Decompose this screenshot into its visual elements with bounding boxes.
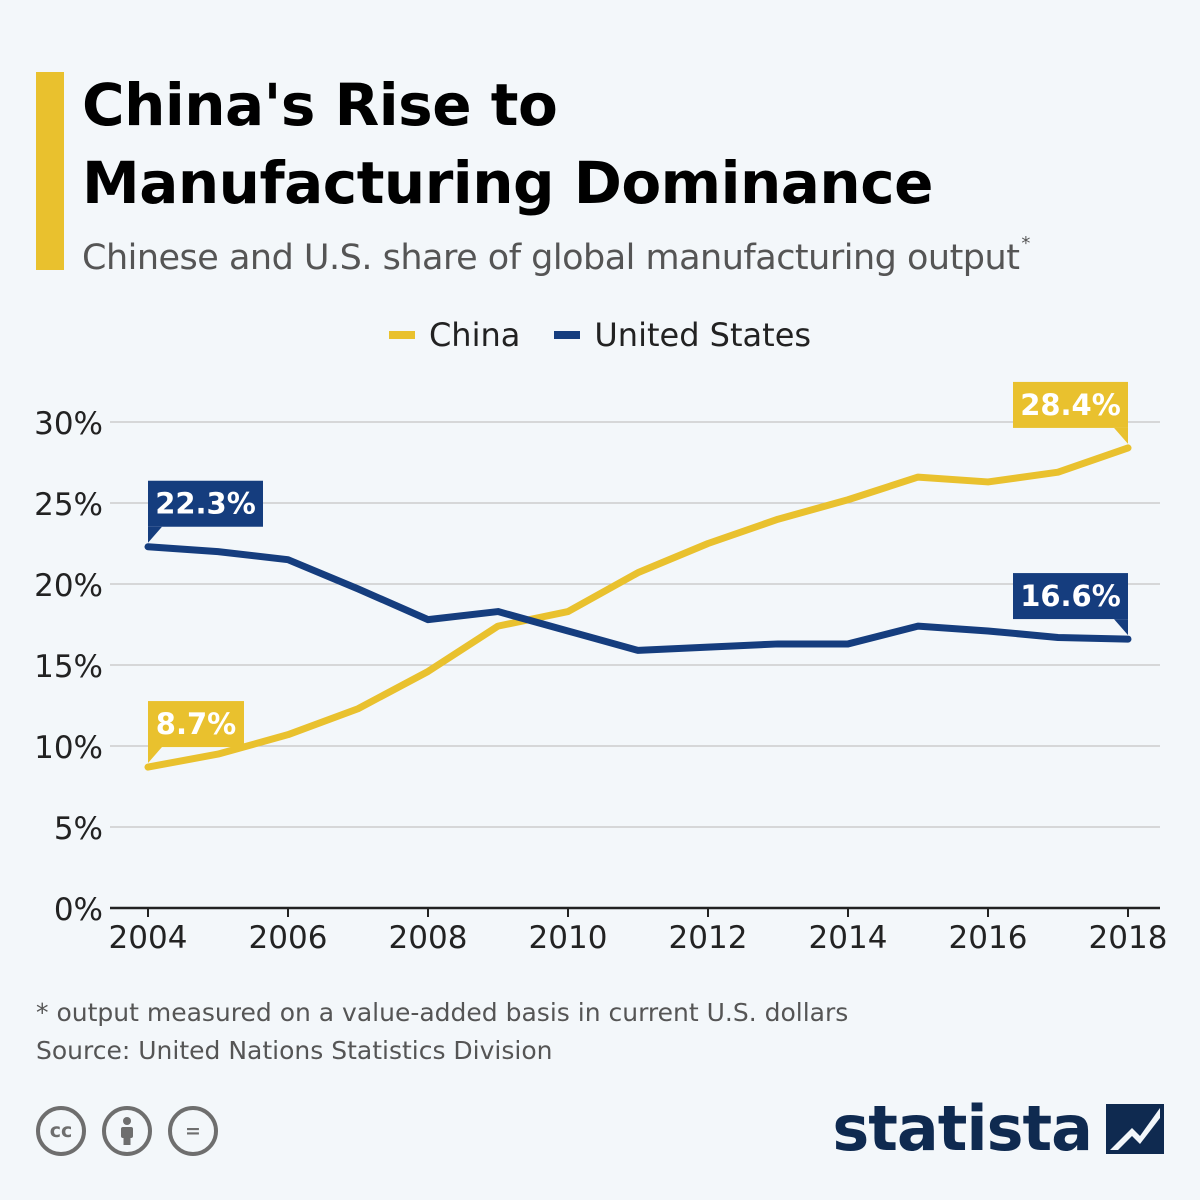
cc-icon-text: cc xyxy=(49,1120,73,1142)
y-tick-label: 30% xyxy=(34,406,103,442)
x-tick-label: 2004 xyxy=(109,920,188,956)
chart-subtitle-text: Chinese and U.S. share of global manufac… xyxy=(82,238,1020,278)
no-derivatives-icon: = xyxy=(168,1106,218,1156)
callout-box-china-2004 xyxy=(148,701,244,748)
callout-box-united-states-2018 xyxy=(1013,573,1128,620)
y-tick-label: 0% xyxy=(54,892,103,928)
callout-pointer-united-states-2004 xyxy=(148,526,162,543)
y-tick-label: 5% xyxy=(54,811,103,847)
x-tick-label: 2010 xyxy=(529,920,608,956)
brand-name: statista xyxy=(832,1092,1093,1165)
data-label-china-2018: 28.4% xyxy=(1020,388,1121,422)
statista-logo: statista xyxy=(832,1098,1164,1160)
attribution-icon xyxy=(102,1106,152,1156)
cc-icon: cc xyxy=(36,1106,86,1156)
x-tick-label: 2006 xyxy=(249,920,328,956)
chart-title-line-2: Manufacturing Dominance xyxy=(82,149,933,217)
x-tick-label: 2008 xyxy=(389,920,468,956)
series-line-united-states xyxy=(144,543,1132,654)
series-line-china xyxy=(144,444,1132,771)
data-label-united-states-2004: 22.3% xyxy=(155,487,256,521)
callout-box-china-2018 xyxy=(1013,381,1128,428)
chart-title: China's Rise to Manufacturing Dominance xyxy=(82,66,933,222)
footnote: * output measured on a value-added basis… xyxy=(36,998,849,1027)
attribution-figure xyxy=(121,1117,133,1145)
statista-mark-icon xyxy=(1106,1104,1164,1154)
legend-label-china: China xyxy=(428,316,521,354)
callout-pointer-china-2004 xyxy=(148,747,162,764)
title-accent-bar xyxy=(36,72,64,270)
footnote-marker: * xyxy=(1021,233,1030,254)
callout-box-united-states-2004 xyxy=(148,480,263,527)
legend-label-united-states: United States xyxy=(594,316,812,354)
no-derivatives-icon-text: = xyxy=(185,1120,201,1142)
x-tick-label: 2014 xyxy=(809,920,888,956)
source-note: Source: United Nations Statistics Divisi… xyxy=(36,1036,553,1065)
callout-pointer-united-states-2018 xyxy=(1114,619,1128,636)
chart-title-line-1: China's Rise to xyxy=(82,71,558,139)
data-label-china-2004: 8.7% xyxy=(156,707,236,741)
x-tick-label: 2012 xyxy=(669,920,748,956)
y-tick-label: 15% xyxy=(34,649,103,685)
legend-item-united-states: United States xyxy=(554,316,811,354)
legend-swatch-united-states xyxy=(554,331,581,339)
chart-subtitle: Chinese and U.S. share of global manufac… xyxy=(82,233,1030,278)
x-tick-label: 2016 xyxy=(949,920,1028,956)
legend-swatch-china xyxy=(388,331,415,339)
y-tick-label: 25% xyxy=(34,487,103,523)
y-tick-label: 10% xyxy=(34,730,103,766)
x-tick-label: 2018 xyxy=(1089,920,1168,956)
license-icons: cc = xyxy=(36,1106,218,1156)
callout-pointer-china-2018 xyxy=(1114,427,1128,444)
chart-legend: China United States xyxy=(0,316,1200,354)
data-label-united-states-2018: 16.6% xyxy=(1020,579,1121,613)
y-tick-label: 20% xyxy=(34,568,103,604)
legend-item-china: China xyxy=(388,316,521,354)
